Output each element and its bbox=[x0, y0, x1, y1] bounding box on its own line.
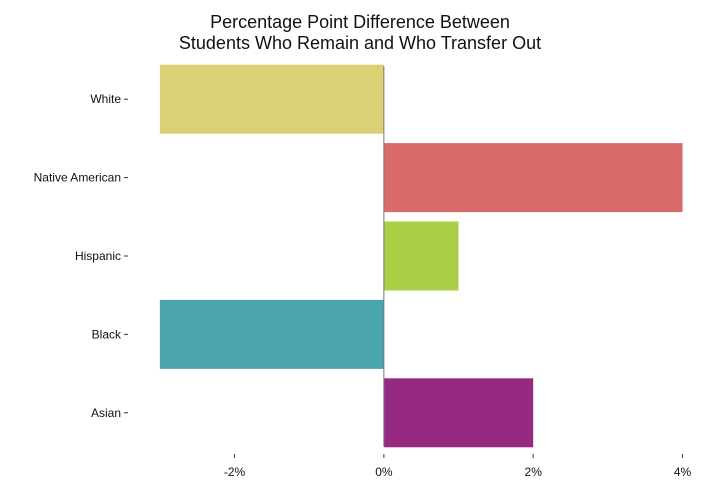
x-tick-label: 2% bbox=[525, 465, 543, 479]
x-tick-label: 0% bbox=[375, 465, 393, 479]
x-tick-label: 4% bbox=[674, 465, 692, 479]
x-tick-label: -2% bbox=[224, 465, 246, 479]
bar-hispanic bbox=[383, 221, 459, 291]
bar-black bbox=[159, 299, 384, 369]
chart-title-line-2: Students Who Remain and Who Transfer Out bbox=[178, 33, 542, 53]
bar-asian bbox=[383, 378, 534, 448]
y-tick-label: Asian bbox=[91, 406, 121, 420]
y-axis: White Native American Hispanic Black Asian bbox=[34, 92, 128, 420]
bar-native-american bbox=[383, 143, 683, 213]
y-tick-label: White bbox=[90, 92, 121, 106]
bar-white bbox=[159, 64, 384, 134]
y-tick-label: Black bbox=[92, 327, 122, 341]
chart-title: Percentage Point Difference Between Stud… bbox=[0, 12, 720, 54]
bars-layer bbox=[159, 64, 683, 448]
x-axis: -2% 0% 2% 4% bbox=[224, 454, 692, 479]
y-tick-label: Hispanic bbox=[75, 249, 121, 263]
y-tick-label: Native American bbox=[34, 171, 121, 185]
chart-title-line-1: Percentage Point Difference Between bbox=[210, 12, 510, 32]
